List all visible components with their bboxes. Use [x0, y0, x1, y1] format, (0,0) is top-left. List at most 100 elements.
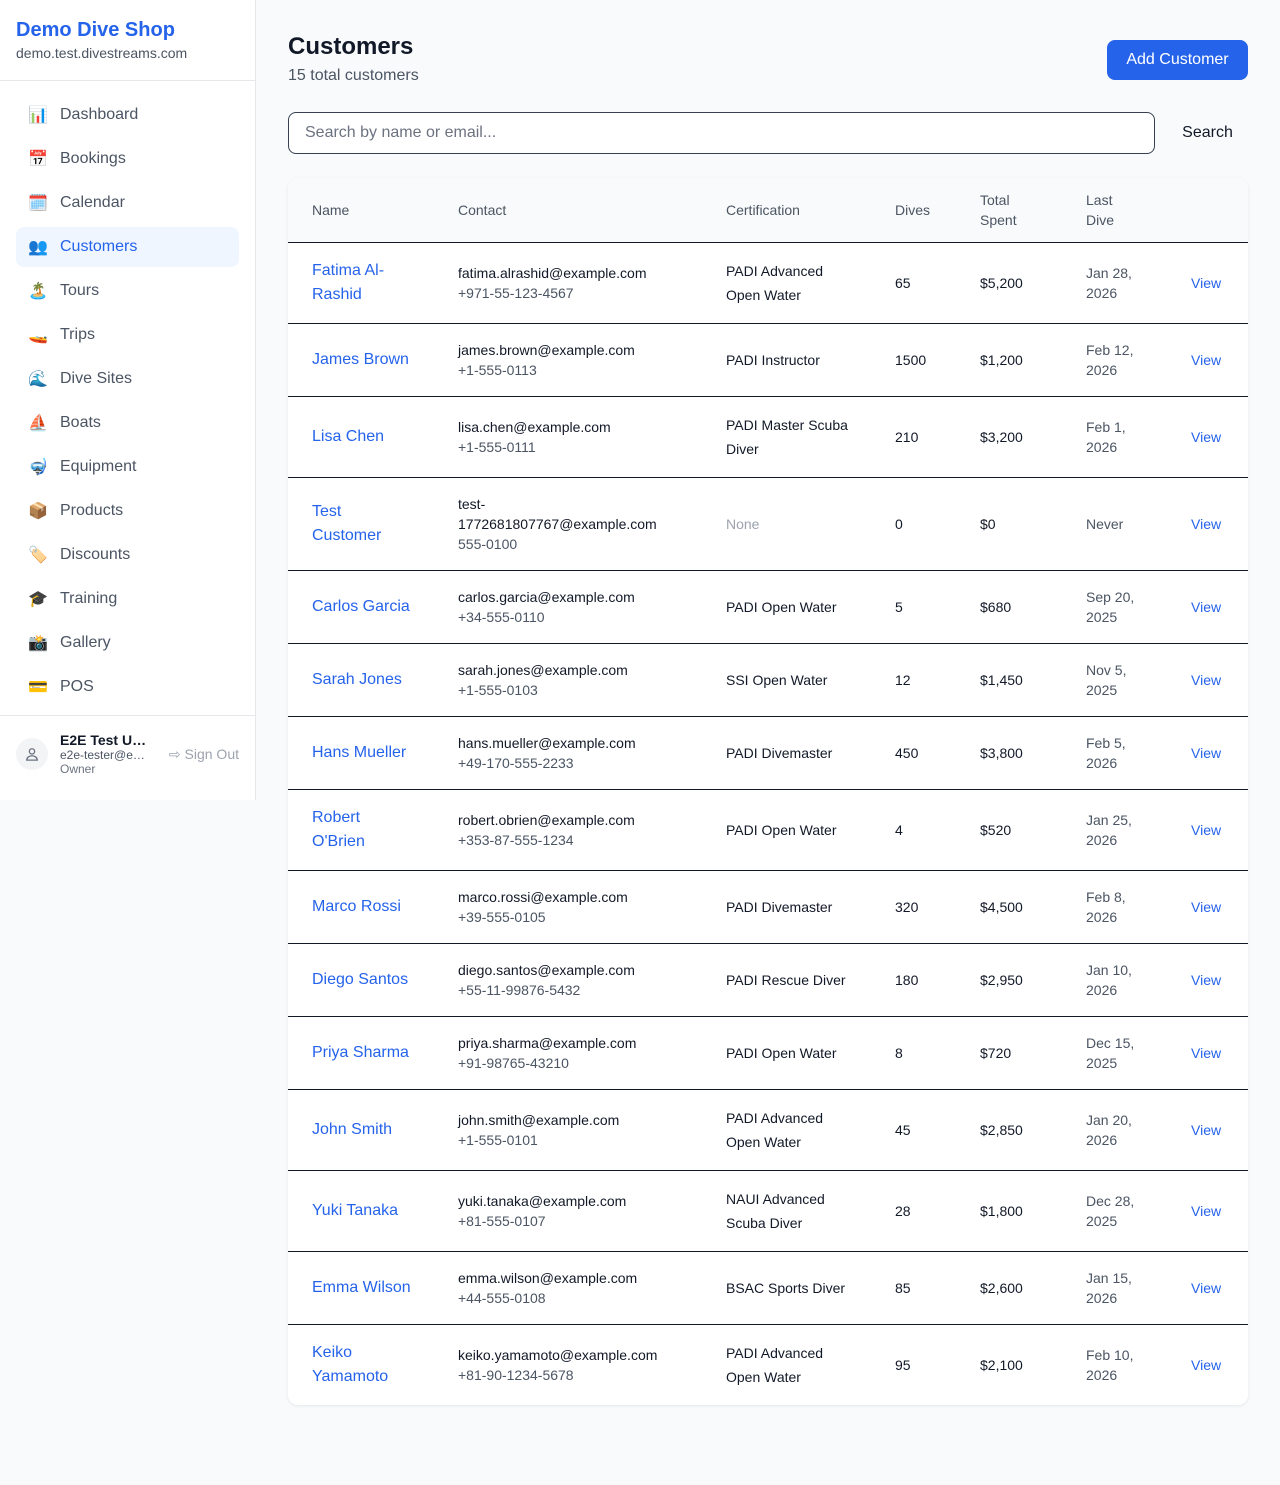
sidebar-item-trips[interactable]: 🚤 Trips: [16, 315, 239, 355]
customer-name-link[interactable]: Test Customer: [312, 502, 382, 544]
sidebar-nav: 📊 Dashboard 📅 Bookings 🗓️ Calendar 👥 Customers 🏝…: [0, 81, 255, 707]
view-customer-link[interactable]: View: [1191, 1044, 1222, 1061]
customers-table-card: Name Contact Certification Dives Total S…: [288, 178, 1248, 1405]
sidebar-item-boats[interactable]: ⛵ Boats: [16, 403, 239, 443]
view-customer-link[interactable]: View: [1191, 744, 1222, 761]
customer-name-link[interactable]: Fatima Al-Rashid: [312, 261, 385, 303]
table-row: Carlos Garcia carlos.garcia@example.com +…: [288, 570, 1248, 644]
table-row: Robert O'Brien robert.obrien@example.com…: [288, 789, 1248, 871]
customer-phone: +34-555-0110: [458, 608, 545, 625]
sidebar-item-label: Calendar: [60, 194, 125, 211]
view-customer-link[interactable]: View: [1191, 598, 1222, 615]
sidebar-item-pos[interactable]: 💳 POS: [16, 667, 239, 707]
user-role: Owner: [60, 762, 96, 776]
table-row: Lisa Chen lisa.chen@example.com +1-555-01…: [288, 396, 1248, 478]
customer-name-link[interactable]: James Brown: [312, 350, 409, 368]
customer-dives: 65: [871, 242, 956, 324]
add-customer-button[interactable]: Add Customer: [1107, 40, 1248, 80]
sidebar-item-tours[interactable]: 🏝️ Tours: [16, 271, 239, 311]
customer-total-spent: $5,200: [956, 242, 1062, 324]
sidebar-item-calendar[interactable]: 🗓️ Calendar: [16, 183, 239, 223]
view-customer-link[interactable]: View: [1191, 1202, 1222, 1219]
col-total-spent: Total Spent: [956, 178, 1062, 243]
sidebar-item-customers[interactable]: 👥 Customers: [16, 227, 239, 267]
customer-name-link[interactable]: Diego Santos: [312, 970, 409, 988]
table-row: Yuki Tanaka yuki.tanaka@example.com +81-5…: [288, 1170, 1248, 1252]
products-icon: 📦: [28, 503, 48, 520]
shop-name[interactable]: Demo Dive Shop: [16, 19, 175, 41]
table-row: Emma Wilson emma.wilson@example.com +44-5…: [288, 1251, 1248, 1325]
sidebar-item-label: Products: [60, 502, 124, 519]
customer-name-link[interactable]: Priya Sharma: [312, 1043, 409, 1061]
view-customer-link[interactable]: View: [1191, 1279, 1222, 1296]
view-customer-link[interactable]: View: [1191, 1121, 1222, 1138]
customer-dives: 210: [871, 396, 956, 478]
sidebar-item-training[interactable]: 🎓 Training: [16, 579, 239, 619]
table-row: Hans Mueller hans.mueller@example.com +49…: [288, 716, 1248, 790]
sidebar-item-label: Equipment: [60, 458, 137, 475]
customer-total-spent: $1,800: [956, 1170, 1062, 1252]
customer-dives: 180: [871, 943, 956, 1017]
customer-email: yuki.tanaka@example.com: [458, 1192, 627, 1209]
search-input[interactable]: [288, 112, 1155, 154]
view-customer-link[interactable]: View: [1191, 515, 1222, 532]
sidebar-item-equipment[interactable]: 🤿 Equipment: [16, 447, 239, 487]
sidebar-item-label: Dive Sites: [60, 370, 133, 387]
sidebar-item-label: Boats: [60, 414, 101, 431]
customer-name-link[interactable]: Lisa Chen: [312, 427, 385, 445]
customer-name-link[interactable]: Carlos Garcia: [312, 597, 410, 615]
sidebar-item-label: Tours: [60, 282, 100, 299]
sidebar-item-discounts[interactable]: 🏷️ Discounts: [16, 535, 239, 575]
gallery-icon: 📸: [28, 635, 48, 652]
view-customer-link[interactable]: View: [1191, 821, 1222, 838]
customer-total-spent: $0: [956, 477, 1062, 571]
customer-total-spent: $3,800: [956, 716, 1062, 790]
customer-phone: +1-555-0103: [458, 681, 538, 698]
sidebar-item-dive-sites[interactable]: 🌊 Dive Sites: [16, 359, 239, 399]
sidebar-item-gallery[interactable]: 📸 Gallery: [16, 623, 239, 663]
customer-name-link[interactable]: Marco Rossi: [312, 897, 401, 915]
customer-email: james.brown@example.com: [458, 341, 635, 358]
customer-name-link[interactable]: Hans Mueller: [312, 743, 407, 761]
customer-email: priya.sharma@example.com: [458, 1034, 637, 1051]
calendar-icon: 🗓️: [28, 195, 48, 212]
customer-total-spent: $4,500: [956, 870, 1062, 944]
customer-phone: +1-555-0113: [458, 361, 537, 378]
view-customer-link[interactable]: View: [1191, 898, 1222, 915]
trips-icon: 🚤: [28, 327, 48, 344]
customer-name-link[interactable]: Sarah Jones: [312, 670, 402, 688]
view-customer-link[interactable]: View: [1191, 671, 1222, 688]
customer-dives: 0: [871, 477, 956, 571]
customer-last-dive: Jan 10, 2026: [1062, 943, 1167, 1017]
customer-phone: +91-98765-43210: [458, 1054, 569, 1071]
col-name[interactable]: Name: [288, 178, 434, 243]
table-row: Diego Santos diego.santos@example.com +55…: [288, 943, 1248, 1017]
col-certification: Certification: [702, 178, 871, 243]
sign-out-icon: ⇨: [168, 745, 181, 762]
view-customer-link[interactable]: View: [1191, 274, 1222, 291]
search-button[interactable]: Search: [1167, 112, 1248, 154]
view-customer-link[interactable]: View: [1191, 971, 1222, 988]
user-avatar-icon: [16, 738, 48, 770]
customer-name-link[interactable]: Robert O'Brien: [312, 808, 365, 850]
customer-name-link[interactable]: Emma Wilson: [312, 1278, 411, 1296]
customer-name-link[interactable]: Keiko Yamamoto: [312, 1343, 389, 1385]
sign-out-label: Sign Out: [184, 745, 239, 762]
view-customer-link[interactable]: View: [1191, 351, 1222, 368]
sidebar-item-dashboard[interactable]: 📊 Dashboard: [16, 95, 239, 135]
sign-out-button[interactable]: ⇨ Sign Out: [169, 746, 239, 763]
col-last-dive: Last Dive: [1062, 178, 1167, 243]
view-customer-link[interactable]: View: [1191, 1356, 1222, 1373]
customer-email: diego.santos@example.com: [458, 961, 635, 978]
tours-icon: 🏝️: [28, 283, 48, 300]
customer-name-link[interactable]: John Smith: [312, 1120, 393, 1138]
view-customer-link[interactable]: View: [1191, 428, 1222, 445]
customer-email: emma.wilson@example.com: [458, 1269, 638, 1286]
customer-name-link[interactable]: Yuki Tanaka: [312, 1201, 398, 1219]
customer-count: 15 total customers: [288, 67, 419, 84]
discounts-icon: 🏷️: [28, 547, 48, 564]
sidebar-item-bookings[interactable]: 📅 Bookings: [16, 139, 239, 179]
customer-certification: PADI Open Water: [726, 598, 837, 615]
sidebar-item-products[interactable]: 📦 Products: [16, 491, 239, 531]
customer-total-spent: $720: [956, 1016, 1062, 1090]
